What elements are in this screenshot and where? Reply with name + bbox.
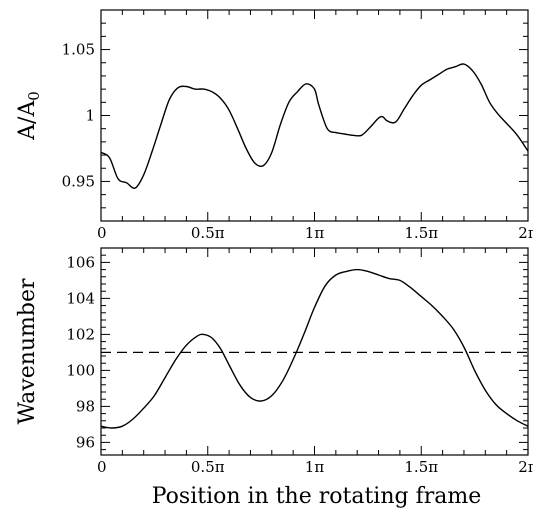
y-tick-label: 96 (76, 433, 95, 451)
y-tick-label: 106 (66, 253, 95, 271)
y-tick-label: 102 (66, 325, 95, 343)
y-tick-label: 1.05 (62, 41, 95, 59)
x-tick-label: 2π (518, 458, 533, 476)
plot-frame (100, 247, 529, 456)
y-axis-title: A/A0 (15, 91, 43, 141)
x-tick-label: 1.5π (404, 458, 438, 476)
series-line (100, 268, 529, 429)
x-tick-label: 0 (97, 224, 107, 242)
x-tick-label: 0.5π (191, 224, 225, 242)
y-tick-label: 1 (85, 107, 95, 125)
x-tick-label: 0 (97, 458, 107, 476)
x-tick-label: 1π (305, 458, 325, 476)
x-tick-label: 0.5π (191, 458, 225, 476)
x-tick-label: 1.5π (404, 224, 438, 242)
x-tick-label: 2π (518, 224, 533, 242)
y-axis-title-base: A/A (15, 100, 40, 141)
y-axis-title-subscript: 0 (25, 91, 43, 101)
plot-frame (100, 9, 529, 222)
series-line (100, 63, 529, 189)
y-tick-label: 104 (66, 289, 95, 307)
y-axis-title: Wavenumber (15, 278, 40, 425)
y-tick-label: 98 (76, 397, 95, 415)
bottom-panel-wavenumber: 0 0.5π 1π 1.5π 2π 96 98 100 102 104 106 Wavenumber P… (15, 247, 533, 509)
y-tick-label: 0.95 (62, 172, 95, 190)
y-tick-label: 100 (66, 361, 95, 379)
x-axis-title: Position in the rotating frame (152, 484, 481, 509)
x-tick-label: 1π (305, 224, 325, 242)
